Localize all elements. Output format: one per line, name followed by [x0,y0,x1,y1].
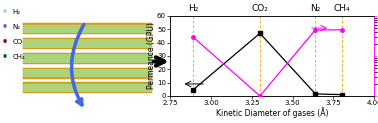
Text: CO: CO [12,39,23,45]
FancyBboxPatch shape [23,84,152,92]
FancyBboxPatch shape [23,82,152,93]
Text: •: • [2,22,8,32]
Text: CO₂: CO₂ [251,4,268,13]
FancyBboxPatch shape [23,54,152,63]
Text: N₂: N₂ [310,4,321,13]
Text: H₂: H₂ [188,4,198,13]
Text: •: • [2,37,8,47]
Text: N₂: N₂ [12,24,20,30]
FancyBboxPatch shape [23,38,152,49]
Text: CH₄: CH₄ [333,4,350,13]
Text: •: • [2,7,8,17]
X-axis label: Kinetic Diameter of gases (Å): Kinetic Diameter of gases (Å) [216,108,328,118]
Y-axis label: Permeance (GPU): Permeance (GPU) [147,23,156,89]
Text: •: • [2,52,8,62]
FancyBboxPatch shape [23,69,152,77]
FancyBboxPatch shape [23,23,152,34]
Text: CH₄: CH₄ [12,54,25,60]
FancyBboxPatch shape [23,25,152,33]
FancyBboxPatch shape [23,68,152,79]
FancyBboxPatch shape [23,39,152,48]
FancyBboxPatch shape [23,53,152,64]
Text: H₂: H₂ [12,9,20,15]
